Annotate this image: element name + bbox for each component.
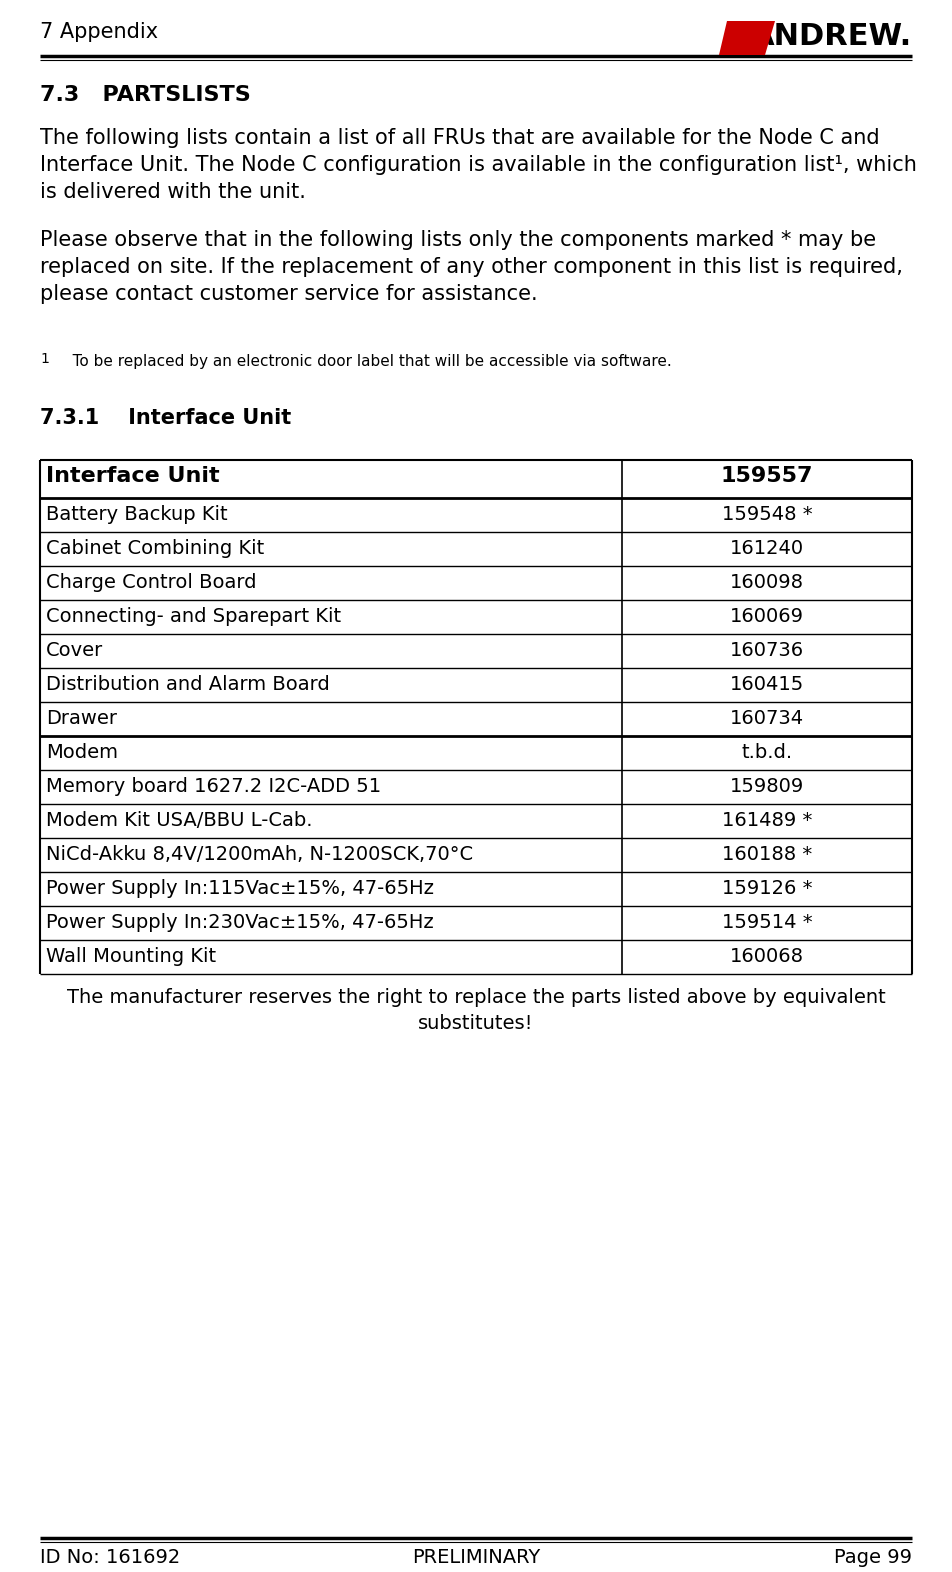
Text: 1: 1 bbox=[40, 352, 49, 366]
Text: Connecting- and Sparepart Kit: Connecting- and Sparepart Kit bbox=[46, 607, 341, 626]
Text: Memory board 1627.2 I2C-ADD 51: Memory board 1627.2 I2C-ADD 51 bbox=[46, 777, 381, 795]
Text: 161240: 161240 bbox=[730, 539, 804, 558]
Text: ANDREW.: ANDREW. bbox=[751, 22, 912, 50]
Text: Battery Backup Kit: Battery Backup Kit bbox=[46, 505, 228, 523]
Text: Distribution and Alarm Board: Distribution and Alarm Board bbox=[46, 674, 329, 693]
Text: Cabinet Combining Kit: Cabinet Combining Kit bbox=[46, 539, 265, 558]
Text: ID No: 161692: ID No: 161692 bbox=[40, 1548, 180, 1567]
Text: 160068: 160068 bbox=[730, 946, 804, 967]
Text: Drawer: Drawer bbox=[46, 709, 117, 728]
Text: Modem: Modem bbox=[46, 744, 118, 762]
Text: 7.3   PARTSLISTS: 7.3 PARTSLISTS bbox=[40, 85, 250, 105]
Text: The manufacturer reserves the right to replace the parts listed above by equival: The manufacturer reserves the right to r… bbox=[67, 987, 885, 1008]
Text: Power Supply In:230Vac±15%, 47-65Hz: Power Supply In:230Vac±15%, 47-65Hz bbox=[46, 913, 434, 932]
Text: 159514 *: 159514 * bbox=[722, 913, 812, 932]
Text: PRELIMINARY: PRELIMINARY bbox=[412, 1548, 540, 1567]
Text: Modem Kit USA/BBU L-Cab.: Modem Kit USA/BBU L-Cab. bbox=[46, 811, 312, 830]
Text: 160734: 160734 bbox=[730, 709, 804, 728]
Polygon shape bbox=[739, 20, 775, 55]
Text: Page 99: Page 99 bbox=[834, 1548, 912, 1567]
Text: is delivered with the unit.: is delivered with the unit. bbox=[40, 182, 306, 201]
Text: 160069: 160069 bbox=[730, 607, 804, 626]
Text: Interface Unit: Interface Unit bbox=[46, 465, 220, 486]
Text: substitutes!: substitutes! bbox=[418, 1014, 534, 1033]
Text: 160736: 160736 bbox=[730, 641, 804, 660]
Text: please contact customer service for assistance.: please contact customer service for assi… bbox=[40, 285, 538, 303]
Text: 7 Appendix: 7 Appendix bbox=[40, 22, 158, 42]
Text: 160188 *: 160188 * bbox=[722, 846, 812, 865]
Text: 160098: 160098 bbox=[730, 574, 804, 593]
Text: 159548 *: 159548 * bbox=[722, 505, 812, 523]
Text: 7.3.1    Interface Unit: 7.3.1 Interface Unit bbox=[40, 409, 291, 428]
Text: replaced on site. If the replacement of any other component in this list is requ: replaced on site. If the replacement of … bbox=[40, 256, 902, 277]
Text: The following lists contain a list of all FRUs that are available for the Node C: The following lists contain a list of al… bbox=[40, 127, 880, 148]
Text: t.b.d.: t.b.d. bbox=[742, 744, 793, 762]
Text: 159809: 159809 bbox=[730, 777, 804, 795]
Text: Charge Control Board: Charge Control Board bbox=[46, 574, 256, 593]
Polygon shape bbox=[719, 20, 755, 55]
Text: 159557: 159557 bbox=[721, 465, 813, 486]
Text: NiCd-Akku 8,4V/1200mAh, N-1200SCK,70°C: NiCd-Akku 8,4V/1200mAh, N-1200SCK,70°C bbox=[46, 846, 473, 865]
Text: Please observe that in the following lists only the components marked * may be: Please observe that in the following lis… bbox=[40, 230, 876, 250]
Text: 160415: 160415 bbox=[730, 674, 804, 693]
Text: 159126 *: 159126 * bbox=[722, 879, 812, 898]
Text: Interface Unit. The Node C configuration is available in the configuration list¹: Interface Unit. The Node C configuration… bbox=[40, 156, 917, 174]
Text: 161489 *: 161489 * bbox=[722, 811, 812, 830]
Text: Wall Mounting Kit: Wall Mounting Kit bbox=[46, 946, 216, 967]
Text: Power Supply In:115Vac±15%, 47-65Hz: Power Supply In:115Vac±15%, 47-65Hz bbox=[46, 879, 434, 898]
Text: Cover: Cover bbox=[46, 641, 103, 660]
Text: To be replaced by an electronic door label that will be accessible via software.: To be replaced by an electronic door lab… bbox=[58, 354, 672, 369]
